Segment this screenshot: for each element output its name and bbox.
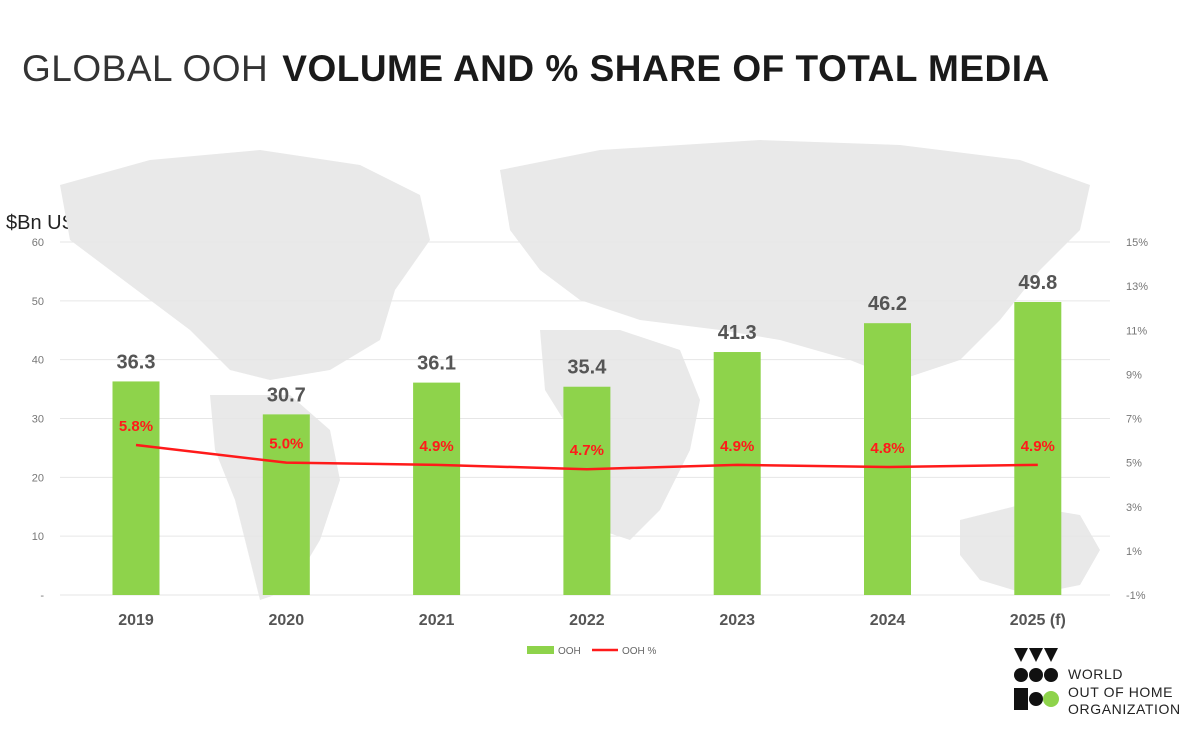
bar-value-label: 36.3	[117, 351, 156, 373]
bars-group: 36.3 30.7 36.1 35.4 41.3 46.2 49.8	[112, 272, 1062, 595]
logo-line-3: ORGANIZATION	[1068, 701, 1181, 717]
logo-triangle-2	[1029, 648, 1043, 662]
logo-circle-2	[1029, 668, 1043, 682]
legend-label-ooh-percent: OOH %	[622, 646, 657, 657]
title-light: GLOBAL OOH	[22, 48, 269, 89]
bar-value-label: 46.2	[868, 293, 907, 315]
legend: OOH OOH %	[527, 646, 657, 657]
line-value-label: 4.9%	[419, 438, 453, 455]
logo-line-2: OUT OF HOME	[1068, 683, 1174, 700]
bar	[262, 414, 310, 595]
logo-green-circle	[1043, 691, 1059, 707]
y-right-tick-label: 7%	[1126, 414, 1142, 426]
logo-circle-1	[1014, 668, 1028, 682]
x-tick-label: 2022	[569, 612, 605, 629]
bar-value-label: 35.4	[567, 357, 607, 379]
title-bold: VOLUME AND % SHARE OF TOTAL MEDIA	[282, 48, 1050, 89]
y-left-tick-label: 20	[32, 472, 44, 484]
line-value-label: 5.8%	[119, 418, 153, 435]
bar-value-label: 36.1	[417, 353, 456, 375]
y-right-tick-label: -1%	[1126, 590, 1146, 602]
line-value-label: 4.8%	[870, 440, 904, 457]
y-right-tick-label: 13%	[1126, 281, 1148, 293]
tick-labels-group: - 10 20 30 40 50 60 -1% 1% 3% 5% 7% 9% 11% 13% 15% 2019 2…	[32, 237, 1148, 629]
legend-label-ooh: OOH	[558, 646, 581, 657]
x-tick-label: 2021	[419, 612, 455, 629]
line-value-label: 5.0%	[269, 436, 303, 453]
legend-swatch-bar	[527, 646, 554, 654]
x-tick-label: 2019	[118, 612, 154, 629]
y-right-tick-label: 3%	[1126, 502, 1142, 514]
logo-square	[1014, 688, 1028, 710]
chart-title: GLOBAL OOH VOLUME AND % SHARE OF TOTAL ME…	[22, 48, 1050, 90]
line-series-ooh-percent	[135, 443, 1038, 471]
line-value-label: 4.9%	[1021, 438, 1055, 455]
bar	[563, 386, 611, 595]
logo-circle-3	[1044, 668, 1058, 682]
y-right-tick-label: 11%	[1126, 325, 1147, 337]
y-right-tick-label: 9%	[1126, 369, 1142, 381]
x-tick-label: 2023	[719, 612, 755, 629]
woo-logo	[1014, 648, 1059, 710]
bar	[413, 382, 461, 595]
logo-circle-4	[1029, 692, 1043, 706]
line-value-label: 4.7%	[570, 442, 604, 459]
bar-value-label: 30.7	[267, 384, 306, 406]
y-left-tick-label: -	[40, 590, 44, 602]
bar-value-label: 49.8	[1018, 272, 1057, 294]
x-tick-label: 2025 (f)	[1010, 612, 1066, 629]
y-left-tick-label: 60	[32, 237, 44, 249]
line-series-group: 5.8% 5.0% 4.9% 4.7% 4.9% 4.8% 4.9%	[119, 418, 1055, 471]
logo-triangle-3	[1044, 648, 1058, 662]
x-tick-label: 2020	[269, 612, 305, 629]
logo-triangle-1	[1014, 648, 1028, 662]
y-right-tick-label: 5%	[1126, 458, 1142, 470]
line-value-label: 4.9%	[720, 438, 754, 455]
logo-line-1: WORLD	[1068, 666, 1124, 682]
y-left-tick-label: 10	[32, 531, 44, 543]
bar	[1014, 302, 1062, 595]
x-tick-label: 2024	[870, 612, 906, 629]
y-left-tick-label: 50	[32, 296, 44, 308]
bar-value-label: 41.3	[718, 322, 757, 344]
bar	[112, 381, 160, 595]
bar	[713, 352, 761, 595]
y-right-tick-label: 1%	[1126, 546, 1142, 558]
y-left-tick-label: 40	[32, 355, 44, 367]
y-left-tick-label: 30	[32, 414, 44, 426]
logo-text: WORLD OUT OF HOME ORGANIZATION	[1068, 666, 1181, 719]
bar	[864, 323, 911, 595]
y-right-tick-label: 15%	[1126, 237, 1148, 249]
